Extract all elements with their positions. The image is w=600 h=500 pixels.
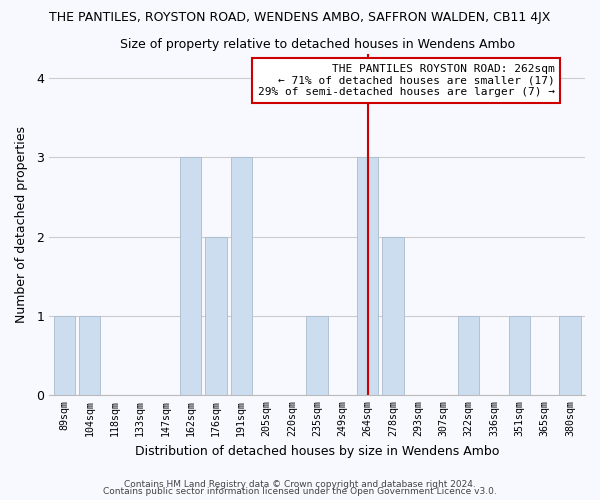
Text: THE PANTILES, ROYSTON ROAD, WENDENS AMBO, SAFFRON WALDEN, CB11 4JX: THE PANTILES, ROYSTON ROAD, WENDENS AMBO… xyxy=(49,11,551,24)
Text: THE PANTILES ROYSTON ROAD: 262sqm
← 71% of detached houses are smaller (17)
29% : THE PANTILES ROYSTON ROAD: 262sqm ← 71% … xyxy=(257,64,554,97)
Bar xyxy=(458,316,479,396)
Text: Contains HM Land Registry data © Crown copyright and database right 2024.: Contains HM Land Registry data © Crown c… xyxy=(124,480,476,489)
Bar xyxy=(205,237,227,396)
Bar xyxy=(230,158,252,396)
Bar xyxy=(307,316,328,396)
Bar xyxy=(357,158,379,396)
Y-axis label: Number of detached properties: Number of detached properties xyxy=(15,126,28,324)
Bar xyxy=(509,316,530,396)
Bar xyxy=(53,316,75,396)
Bar xyxy=(382,237,404,396)
Bar xyxy=(79,316,100,396)
X-axis label: Distribution of detached houses by size in Wendens Ambo: Distribution of detached houses by size … xyxy=(135,444,499,458)
Bar xyxy=(180,158,202,396)
Title: Size of property relative to detached houses in Wendens Ambo: Size of property relative to detached ho… xyxy=(119,38,515,51)
Text: Contains public sector information licensed under the Open Government Licence v3: Contains public sector information licen… xyxy=(103,487,497,496)
Bar xyxy=(559,316,581,396)
